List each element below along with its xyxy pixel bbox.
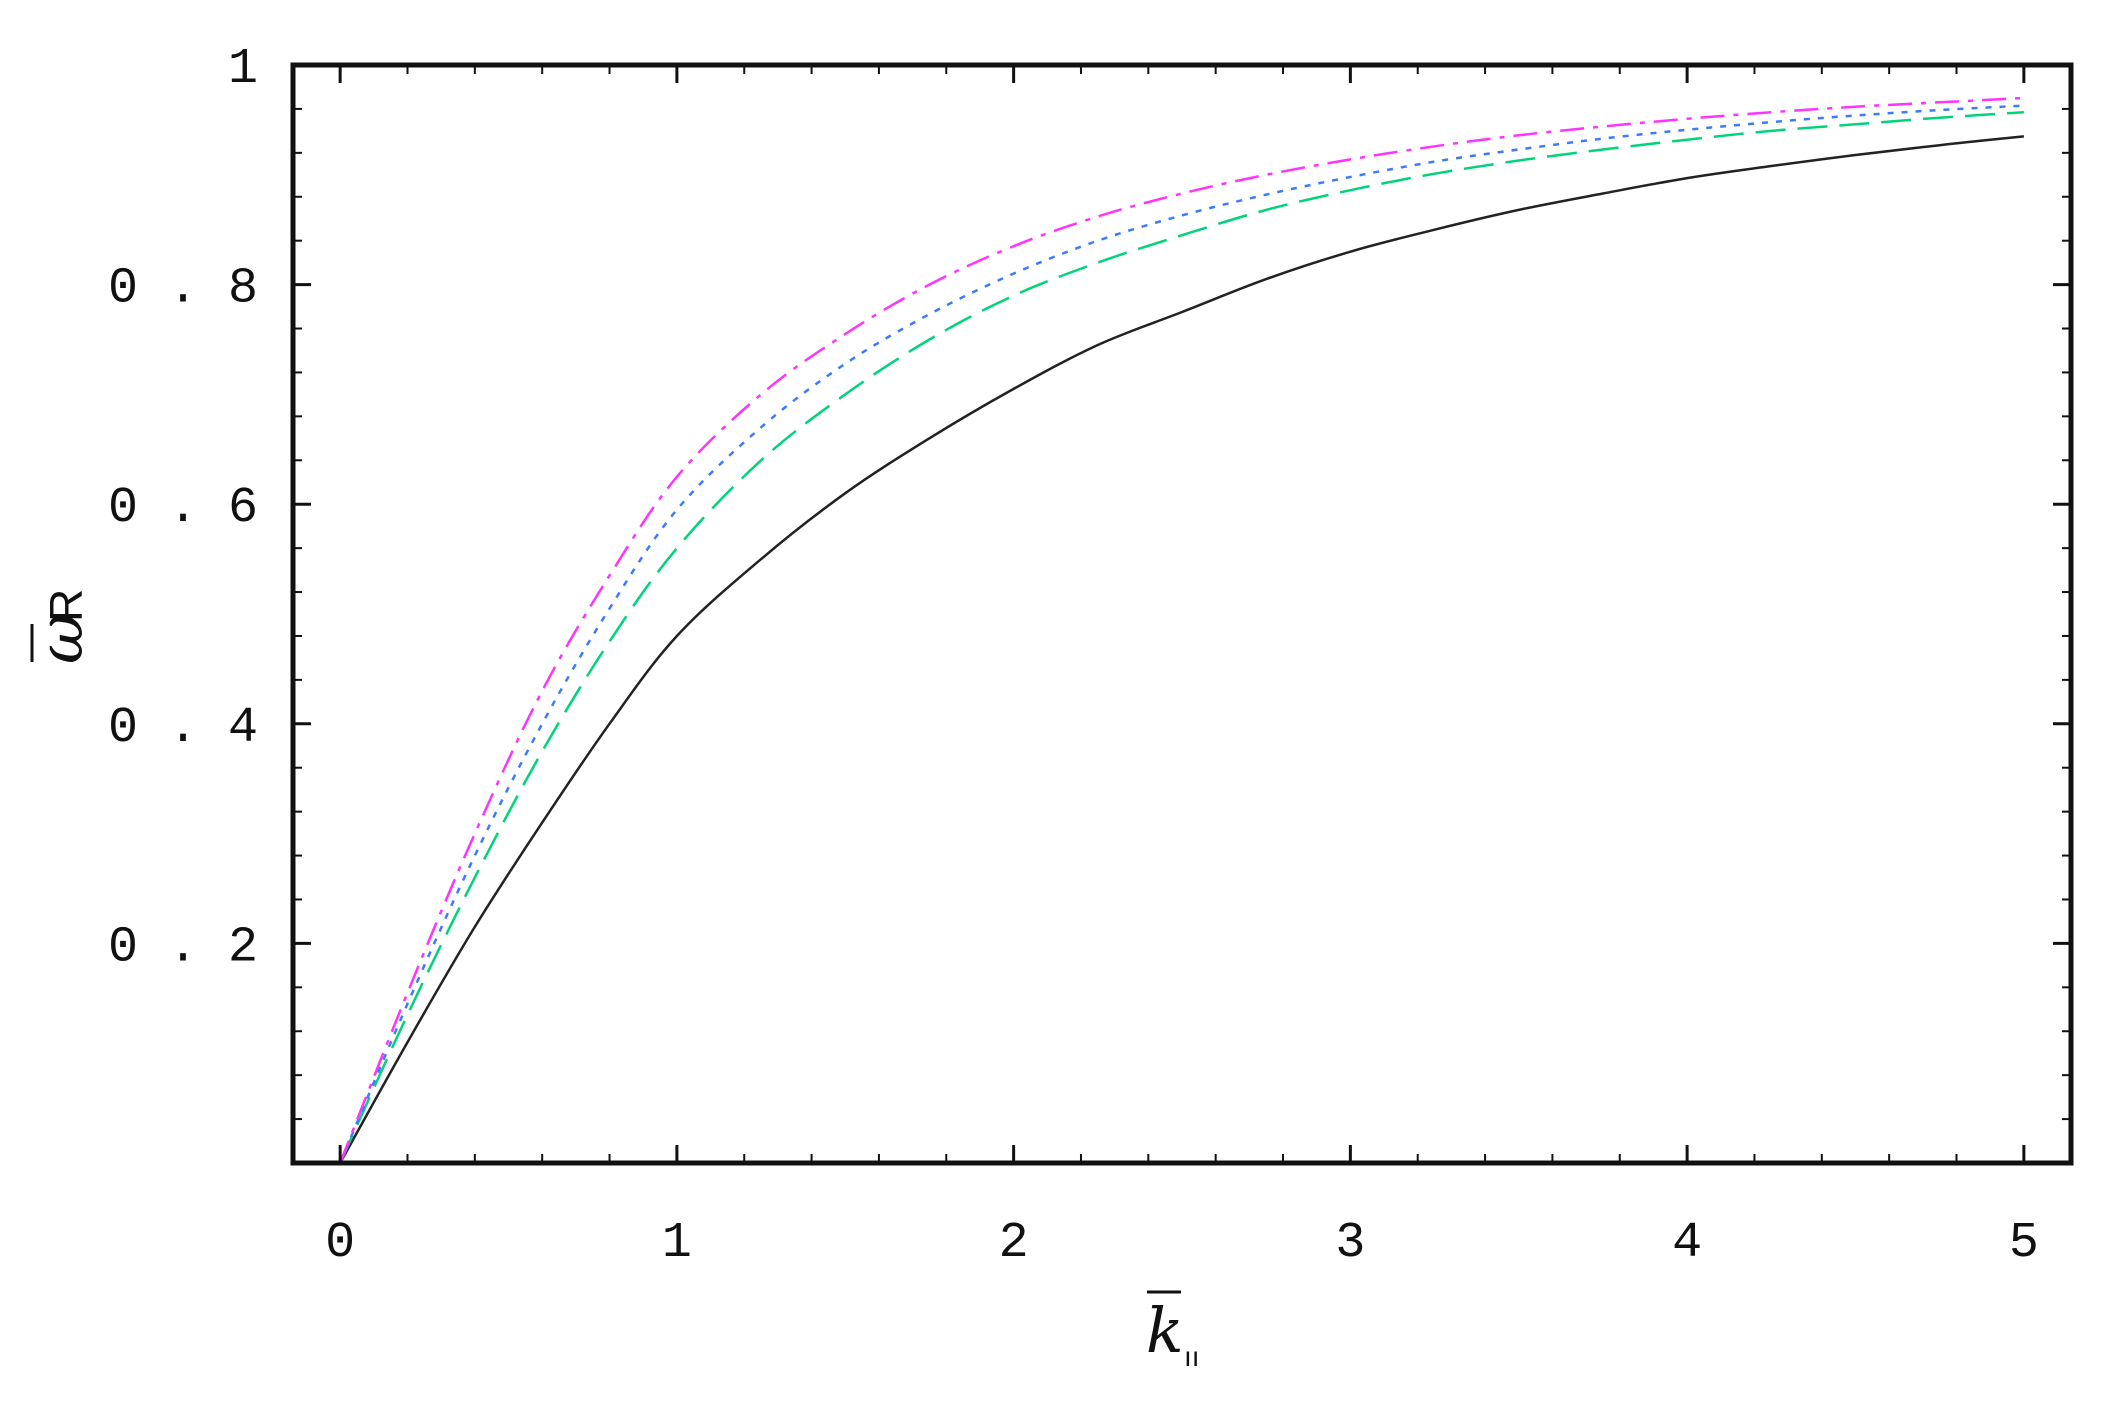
major-ticks [293, 63, 2071, 1163]
x-tick-label: 2 [999, 1215, 1029, 1272]
y-tick-label: 0 . 6 [108, 480, 258, 537]
y-tick-label: 0 . 4 [108, 700, 258, 757]
x-axis-symbol: k [1146, 1294, 1184, 1367]
y-tick-label: 1 [228, 41, 258, 98]
x-tick-label: 5 [2009, 1215, 2039, 1272]
series-line-2 [338, 110, 2024, 1164]
y-axis-subscript: R [40, 589, 92, 622]
plot-frame [290, 62, 2074, 1166]
series-line-3 [338, 104, 2024, 1164]
x-tick-label: 1 [662, 1215, 692, 1272]
series-line-4 [338, 96, 2024, 1164]
y-axis-symbol: ω [24, 613, 97, 664]
y-axis-label: ω R [24, 589, 97, 664]
x-axis-subscript: ıı [1184, 1341, 1200, 1372]
series-line-1 [339, 135, 2025, 1164]
x-tick-label: 3 [1335, 1215, 1365, 1272]
x-tick-label: 4 [1672, 1215, 1702, 1272]
series-group [338, 96, 2025, 1164]
y-tick-labels: 0 . 2 0 . 4 0 . 6 0 . 8 1 [108, 41, 258, 976]
x-tick-label: 0 [325, 1215, 355, 1272]
y-tick-label: 0 . 8 [108, 261, 258, 318]
y-tick-label: 0 . 2 [108, 919, 258, 976]
x-tick-labels: 0 1 2 3 4 5 [325, 1215, 2039, 1272]
x-axis-label: k ıı [1146, 1290, 1200, 1372]
minor-ticks [293, 65, 2071, 1163]
